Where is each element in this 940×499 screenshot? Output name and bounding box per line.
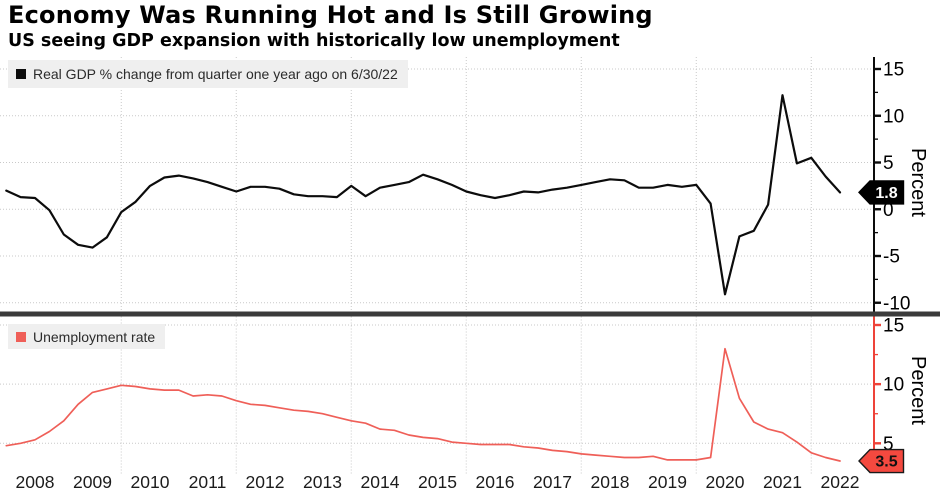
unemployment-line bbox=[5, 347, 841, 462]
x-tick-label: 2010 bbox=[131, 472, 170, 492]
legend-gdp: Real GDP % change from quarter one year … bbox=[8, 60, 408, 88]
y-tick-label: 0 bbox=[883, 200, 894, 221]
unemployment-series-swatch-icon bbox=[16, 331, 26, 342]
y-tick-label: 15 bbox=[883, 60, 904, 81]
gdp-panel: 15 10 5 0 -5 -10 1.8 bbox=[0, 57, 910, 314]
x-tick-label: 2009 bbox=[73, 472, 112, 492]
y-axis-label-bottom: Percent bbox=[907, 356, 929, 425]
y-tick-label: -5 bbox=[883, 247, 900, 268]
gdp-line bbox=[5, 94, 842, 296]
gdp-legend-label: Real GDP % change from quarter one year … bbox=[33, 66, 398, 82]
unemployment-value-badge bbox=[858, 448, 905, 474]
page-title: Economy Was Running Hot and Is Still Gro… bbox=[8, 1, 653, 29]
y-tick-label: 10 bbox=[883, 106, 904, 127]
y-axis-label-top: Percent bbox=[907, 148, 929, 217]
unemployment-badge-value: 3.5 bbox=[875, 454, 897, 471]
x-tick-label: 2018 bbox=[591, 472, 630, 492]
y-tick-label: 5 bbox=[883, 153, 894, 174]
x-tick-label: 2021 bbox=[763, 472, 802, 492]
x-tick-label: 2014 bbox=[361, 472, 400, 492]
y-tick-label: 15 bbox=[883, 316, 904, 337]
gdp-series-swatch-icon bbox=[16, 69, 26, 79]
y-tick-label: -10 bbox=[883, 293, 910, 314]
page-subtitle: US seeing GDP expansion with historicall… bbox=[8, 31, 620, 51]
x-tick-label: 2013 bbox=[303, 472, 342, 492]
x-tick-label: 2020 bbox=[706, 472, 745, 492]
x-tick-label: 2012 bbox=[246, 472, 285, 492]
gdp-badge-value: 1.8 bbox=[875, 185, 897, 202]
gdp-value-badge bbox=[858, 180, 905, 205]
unemployment-legend-label: Unemployment rate bbox=[33, 328, 156, 345]
y-tick-label: 10 bbox=[883, 375, 904, 396]
x-tick-label: 2022 bbox=[821, 472, 860, 492]
panel-separator bbox=[0, 311, 940, 317]
x-tick-label: 2015 bbox=[418, 472, 457, 492]
x-tick-label: 2016 bbox=[476, 472, 515, 492]
y-tick-label: 5 bbox=[883, 434, 894, 455]
x-tick-label: 2019 bbox=[648, 472, 687, 492]
unemployment-panel: 15 10 53.5 bbox=[0, 316, 905, 474]
legend-unemployment: Unemployment rate bbox=[8, 324, 166, 349]
x-tick-label: 2011 bbox=[189, 472, 227, 492]
x-tick-label: 2017 bbox=[533, 472, 572, 492]
x-tick-label: 2008 bbox=[16, 472, 55, 492]
